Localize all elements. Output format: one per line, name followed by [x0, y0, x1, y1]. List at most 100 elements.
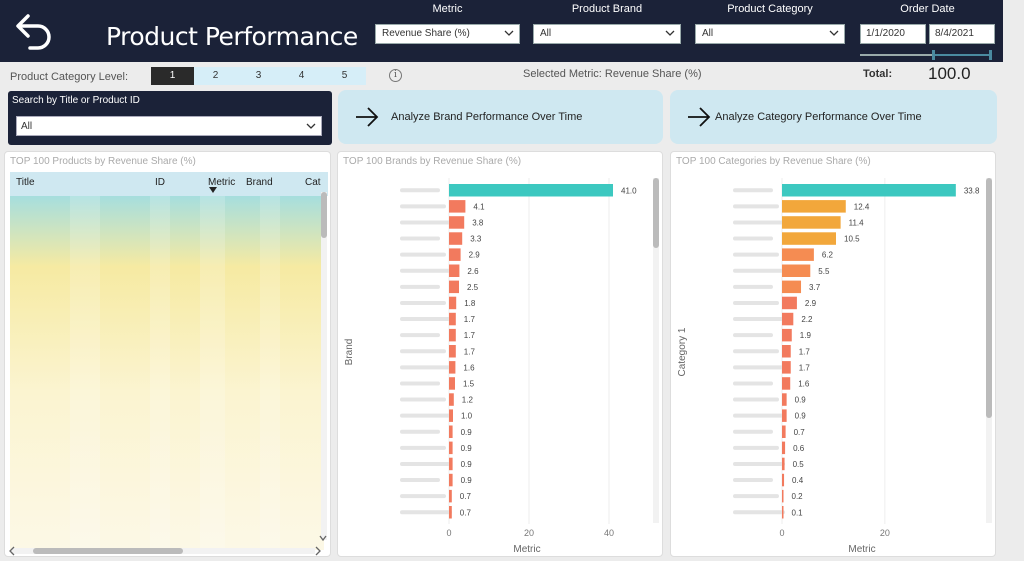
- bar[interactable]: [449, 506, 452, 519]
- scrollbar-thumb[interactable]: [653, 178, 659, 248]
- bar[interactable]: [782, 345, 791, 358]
- date-range-slider[interactable]: [860, 50, 992, 60]
- category-label-blurred: [400, 204, 446, 209]
- bar[interactable]: [782, 200, 846, 213]
- start-date-input[interactable]: 1/1/2020: [860, 24, 926, 44]
- bar[interactable]: [782, 296, 797, 310]
- bar[interactable]: [782, 457, 785, 471]
- blur-stripe: [70, 196, 100, 550]
- level-button-4[interactable]: 4: [280, 67, 323, 85]
- bar[interactable]: [782, 232, 836, 245]
- column-header-id[interactable]: ID: [155, 177, 165, 188]
- data-label: 0.9: [461, 444, 473, 453]
- category-label-blurred: [733, 381, 773, 386]
- bar[interactable]: [782, 441, 786, 455]
- data-label: 1.7: [799, 347, 811, 356]
- data-label: 0.6: [793, 444, 805, 453]
- data-label: 2.5: [467, 283, 479, 292]
- scroll-right-icon[interactable]: [313, 545, 323, 557]
- bar[interactable]: [449, 441, 453, 455]
- bar[interactable]: [782, 489, 784, 503]
- scroll-left-icon[interactable]: [7, 545, 17, 557]
- bar[interactable]: [782, 377, 791, 390]
- column-header-category[interactable]: Cat: [305, 177, 321, 188]
- bar[interactable]: [782, 328, 792, 342]
- date-slider-start-handle[interactable]: [932, 50, 935, 60]
- bar[interactable]: [782, 506, 784, 519]
- bar[interactable]: [782, 393, 787, 406]
- products-table-panel: TOP 100 Products by Revenue Share (%) Ti…: [4, 151, 331, 557]
- category-label-blurred: [733, 300, 779, 305]
- table-header: Title ID Metric Brand Cat: [10, 172, 328, 196]
- bar[interactable]: [449, 200, 466, 213]
- chart-vertical-scrollbar[interactable]: [986, 178, 992, 523]
- bar[interactable]: [449, 216, 465, 229]
- back-arrow-icon[interactable]: [12, 10, 56, 52]
- bar[interactable]: [449, 264, 460, 278]
- bar[interactable]: [449, 296, 457, 310]
- bar[interactable]: [449, 248, 461, 261]
- data-label: 0.4: [792, 476, 804, 485]
- arrow-right-icon: [356, 107, 379, 127]
- bar[interactable]: [782, 361, 791, 374]
- blur-stripe: [150, 196, 170, 550]
- bar[interactable]: [449, 312, 456, 326]
- bar[interactable]: [782, 264, 811, 278]
- bar[interactable]: [449, 361, 456, 374]
- bar[interactable]: [782, 425, 786, 439]
- level-button-1[interactable]: 1: [151, 67, 194, 85]
- bar[interactable]: [782, 473, 785, 487]
- level-button-5[interactable]: 5: [323, 67, 366, 85]
- info-icon[interactable]: i: [389, 69, 402, 82]
- bar[interactable]: [449, 489, 452, 503]
- category-label-blurred: [400, 510, 452, 515]
- bar[interactable]: [449, 232, 463, 245]
- data-label: 2.9: [469, 251, 481, 260]
- data-label: 1.0: [461, 412, 473, 421]
- metric-dropdown[interactable]: Revenue Share (%): [375, 24, 520, 44]
- brand-dropdown[interactable]: All: [533, 24, 681, 44]
- category-label-blurred: [400, 317, 452, 322]
- bar[interactable]: [782, 216, 841, 229]
- bar[interactable]: [449, 409, 453, 422]
- scrollbar-thumb[interactable]: [321, 192, 327, 238]
- bar[interactable]: [449, 184, 613, 197]
- bar[interactable]: [782, 184, 956, 197]
- column-header-metric[interactable]: Metric: [208, 177, 236, 188]
- data-label: 2.2: [801, 315, 813, 324]
- category-dropdown[interactable]: All: [695, 24, 845, 44]
- table-horizontal-scrollbar[interactable]: [11, 548, 315, 554]
- category-label-blurred: [400, 333, 440, 338]
- data-label: 4.1: [473, 202, 485, 211]
- analyze-category-button[interactable]: Analyze Category Performance Over Time: [670, 90, 997, 144]
- scroll-down-icon[interactable]: [317, 532, 329, 544]
- bar[interactable]: [782, 248, 814, 261]
- bar[interactable]: [782, 280, 802, 294]
- date-slider-end-handle[interactable]: [989, 50, 992, 60]
- chart-vertical-scrollbar[interactable]: [653, 178, 659, 523]
- level-button-3[interactable]: 3: [237, 67, 280, 85]
- column-header-brand[interactable]: Brand: [246, 177, 273, 188]
- bar[interactable]: [449, 377, 455, 390]
- bar[interactable]: [449, 328, 456, 342]
- search-dropdown[interactable]: All: [16, 116, 322, 136]
- table-vertical-scrollbar[interactable]: [321, 192, 327, 540]
- bar[interactable]: [782, 312, 794, 326]
- categories-chart-title: TOP 100 Categories by Revenue Share (%): [676, 156, 871, 167]
- category-label-blurred: [733, 333, 773, 338]
- bar[interactable]: [449, 473, 453, 487]
- bar[interactable]: [449, 425, 453, 439]
- end-date-input[interactable]: 8/4/2021: [929, 24, 995, 44]
- bar[interactable]: [449, 345, 456, 358]
- analyze-brand-button[interactable]: Analyze Brand Performance Over Time: [338, 90, 663, 144]
- column-header-title[interactable]: Title: [16, 177, 35, 188]
- scrollbar-thumb[interactable]: [986, 178, 992, 418]
- bar[interactable]: [449, 393, 454, 406]
- scrollbar-thumb[interactable]: [33, 548, 183, 554]
- level-button-2[interactable]: 2: [194, 67, 237, 85]
- arrow-right-icon: [688, 107, 711, 127]
- bar[interactable]: [449, 280, 459, 294]
- category-label-blurred: [400, 236, 440, 241]
- bar[interactable]: [449, 457, 453, 471]
- bar[interactable]: [782, 409, 787, 422]
